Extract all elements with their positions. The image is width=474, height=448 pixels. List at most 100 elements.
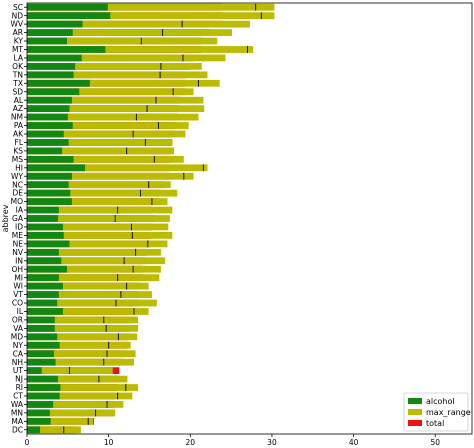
bar-alcohol-ms [27, 155, 74, 163]
bar-alcohol-ak [27, 130, 64, 138]
bar-alcohol-ks [27, 147, 63, 155]
y-tick-label-dc: DC [12, 425, 23, 434]
bar-max_range-pa [27, 122, 189, 129]
x-tick-label-30: 30 [267, 438, 277, 447]
bar-alcohol-nc [27, 181, 69, 189]
y-tick-label-nc: NC [12, 180, 23, 189]
y-tick-label-ga: GA [12, 214, 24, 223]
y-tick-label-nv: NV [12, 248, 24, 257]
bar-alcohol-tn [27, 71, 74, 79]
bar-alcohol-al [27, 96, 72, 104]
y-tick-label-ct: CT [13, 392, 23, 401]
bar-max_range-nj [27, 375, 128, 383]
y-tick-label-me: ME [12, 231, 23, 240]
y-tick-label-ri: RI [16, 383, 23, 392]
y-tick-label-va: VA [13, 324, 24, 333]
bar-alcohol-co [27, 299, 58, 307]
y-tick-label-ne: NE [13, 239, 24, 248]
y-tick-label-mn: MN [11, 408, 23, 417]
bar-max_range-sc [27, 3, 275, 11]
bar-alcohol-fl [27, 139, 69, 146]
y-tick-label-ia: IA [16, 206, 24, 215]
bar-alcohol-wv [27, 20, 83, 28]
y-tick-label-fl: FL [15, 138, 24, 147]
bar-alcohol-nm [27, 113, 68, 121]
bar-alcohol-va [27, 324, 55, 332]
bar-max_range-ny [27, 341, 131, 349]
bar-alcohol-pa [27, 122, 73, 129]
y-tick-label-ms: MS [12, 155, 23, 164]
bar-max_range-mt [27, 46, 254, 53]
bar-alcohol-ct [27, 392, 60, 400]
bar-max_range-ia [27, 206, 173, 214]
x-tick-label-50: 50 [430, 438, 440, 447]
y-tick-label-nh: NH [12, 358, 23, 367]
y-tick-label-ny: NY [13, 341, 24, 350]
y-tick-label-sc: SC [13, 3, 23, 12]
bar-alcohol-me [27, 232, 64, 239]
y-tick-label-id: ID [15, 223, 23, 232]
bar-alcohol-ky [27, 37, 68, 45]
y-tick-label-hi: HI [15, 163, 23, 172]
bar-alcohol-oh [27, 265, 68, 273]
y-tick-label-mo: MO [11, 197, 23, 206]
bar-max_range-vt [27, 291, 152, 298]
y-tick-label-ma: MA [11, 417, 23, 426]
bar-max_range-mo [27, 198, 168, 205]
legend-swatch-alcohol [408, 398, 422, 404]
bar-alcohol-nd [27, 12, 111, 20]
y-tick-label-vt: VT [13, 290, 23, 299]
y-tick-label-pa: PA [14, 121, 24, 130]
bar-alcohol-mi [27, 274, 59, 282]
bar-alcohol-ga [27, 215, 59, 222]
bar-max_range-nc [27, 181, 171, 189]
bar-alcohol-wy [27, 172, 72, 180]
bar-max_range-tn [27, 71, 208, 79]
bar-max_range-tx [27, 79, 220, 87]
bar-max_range-la [27, 54, 226, 62]
y-tick-label-il: IL [17, 307, 24, 316]
bar-max_range-ak [27, 130, 186, 138]
legend-swatch-max_range [408, 409, 422, 415]
bar-max_range-md [27, 333, 138, 341]
bar-max_range-id [27, 223, 169, 231]
y-tick-label-mt: MT [12, 45, 23, 54]
bar-max_range-ri [27, 384, 139, 391]
bar-max_range-me [27, 232, 173, 239]
y-tick-label-in: IN [15, 256, 23, 265]
y-tick-label-la: LA [14, 54, 24, 63]
legend-swatch-total [408, 420, 422, 426]
bar-alcohol-mn [27, 409, 50, 417]
bar-max_range-co [27, 299, 157, 307]
bar-max_range-ne [27, 240, 168, 248]
bar-max_range-wy [27, 172, 194, 180]
bar-max_range-mn [27, 409, 116, 417]
bar-max_range-or [27, 316, 139, 324]
y-tick-label-wi: WI [13, 282, 23, 291]
bar-alcohol-ma [27, 417, 51, 425]
bar-max_range-dc [27, 426, 81, 434]
markers-group [63, 3, 262, 434]
y-tick-label-oh: OH [11, 265, 23, 274]
y-tick-label-wa: WA [11, 400, 24, 409]
bar-max_range-mi [27, 274, 160, 282]
y-tick-label-ok: OK [12, 62, 24, 71]
bar-alcohol-ca [27, 350, 54, 358]
bar-max_range-nm [27, 113, 199, 121]
legend-label-max_range: max_range [426, 408, 471, 417]
bar-max_range-ga [27, 215, 170, 222]
bar-max_range-wa [27, 401, 124, 408]
bar-max_range-ks [27, 147, 174, 155]
bar-alcohol-ok [27, 63, 76, 70]
bar-alcohol-mt [27, 46, 106, 53]
bar-alcohol-md [27, 333, 58, 341]
bar-max_range-ma [27, 417, 94, 425]
bar-max_range-ct [27, 392, 133, 400]
bar-max_range-az [27, 105, 205, 113]
y-tick-label-de: DE [12, 189, 23, 198]
axes-group: SCNDWVARKYMTLAOKTNTXSDALAZNMPAAKFLKSMSHI… [10, 2, 473, 447]
bar-max_range-il [27, 308, 149, 315]
y-tick-label-wv: WV [10, 20, 23, 29]
bar-max_range-wi [27, 282, 149, 290]
